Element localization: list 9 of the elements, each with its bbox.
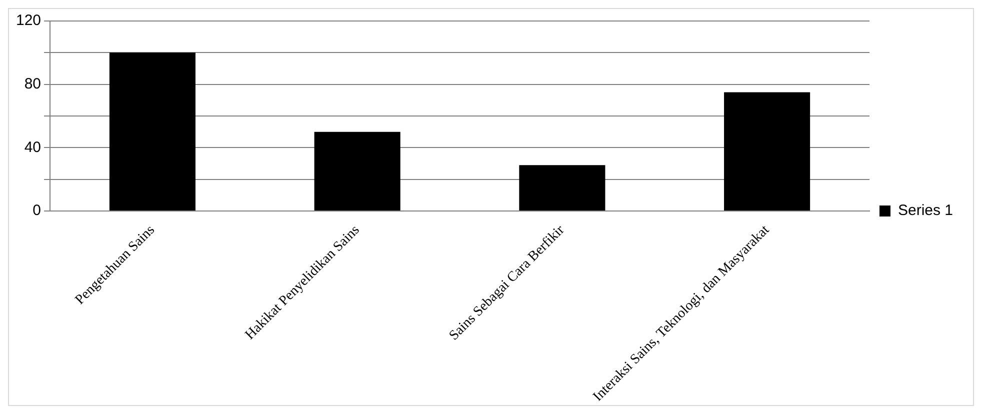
bar <box>724 92 810 210</box>
bar <box>314 132 400 210</box>
y-tick-label: 80 <box>24 75 42 92</box>
bar <box>109 52 196 210</box>
y-tick-label: 40 <box>24 138 42 156</box>
y-tick-label: 120 <box>16 12 42 30</box>
y-tick-label: 0 <box>32 202 42 220</box>
bar <box>519 165 606 210</box>
legend-label: Series 1 <box>898 202 954 220</box>
